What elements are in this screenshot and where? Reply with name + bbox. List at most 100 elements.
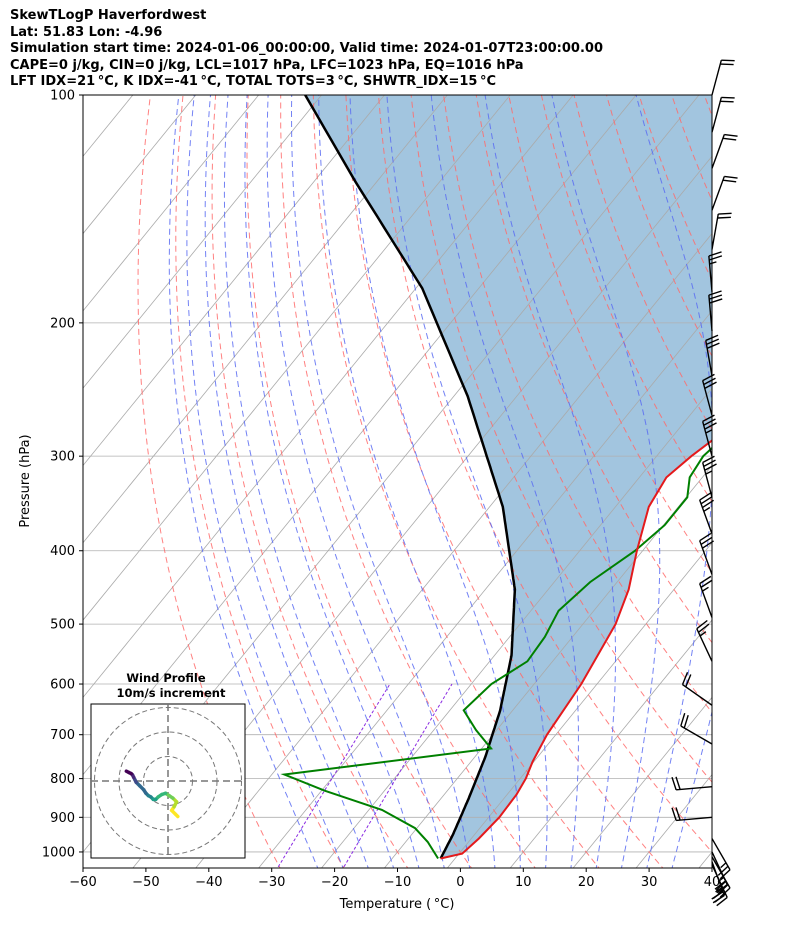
wind-barb-shaft — [699, 583, 713, 618]
dry-adiabat-line — [443, 95, 712, 714]
wind-barb-flag — [722, 179, 737, 183]
wind-barb-shaft — [676, 816, 713, 822]
wind-barb — [711, 851, 728, 894]
y-tick-label: 900 — [50, 811, 75, 826]
title-cape-line: CAPE=0 j/kg, CIN=0 j/kg, LCL=1017 hPa, L… — [10, 57, 524, 73]
y-tick-label: 400 — [50, 544, 75, 559]
wind-barb-flag — [675, 776, 681, 790]
wind-barb-flag — [708, 290, 722, 296]
isotherm-line — [83, 95, 260, 312]
hodograph-trace-segment — [124, 769, 131, 775]
x-tick-label: −40 — [195, 875, 222, 890]
wind-barb-flag — [719, 887, 731, 898]
wind-barb — [671, 807, 713, 822]
moist-adiabat-line — [386, 95, 548, 868]
mixing-ratio-line — [276, 683, 391, 868]
moist-adiabat-line — [266, 95, 445, 868]
wind-barb-half-flag — [699, 631, 707, 637]
wind-barb-flag — [724, 175, 738, 179]
wind-barb-flag — [704, 463, 717, 471]
dry-adiabat-line — [345, 95, 664, 868]
wind-barb-flag — [704, 422, 717, 430]
wind-barb-half-flag — [717, 876, 725, 883]
wind-barb-flag — [717, 216, 731, 219]
wind-barb-shaft — [699, 540, 713, 575]
hodograph-title-line2: 10m/s increment — [117, 686, 226, 700]
moist-adiabat-line — [635, 95, 712, 868]
isotherm-line — [572, 696, 712, 868]
wind-barb-flag — [671, 776, 677, 791]
x-tick-label: −60 — [69, 875, 96, 890]
wind-barb-flag — [699, 532, 712, 542]
wind-barb-flag — [705, 334, 719, 342]
wind-barb-flag — [717, 865, 729, 876]
wind-barb-flag — [680, 713, 686, 727]
dry-adiabat-line — [573, 95, 712, 431]
isotherm-line — [83, 95, 323, 389]
wind-barb-flag — [700, 579, 713, 588]
isotherm-line — [321, 387, 712, 868]
wind-barb-flag — [716, 884, 728, 894]
y-axis-label: Pressure (hPa) — [18, 434, 33, 527]
wind-barb — [711, 212, 732, 250]
x-tick-label: 10 — [515, 875, 532, 890]
wind-barb — [702, 414, 717, 457]
wind-barb-flag — [683, 715, 689, 729]
wind-barb-flag — [712, 894, 725, 904]
moist-adiabat-line — [551, 95, 661, 868]
wind-barb-shaft — [680, 725, 713, 745]
wind-barb-flag — [709, 298, 723, 304]
x-tick-label: 30 — [641, 875, 658, 890]
wind-barb-half-flag — [720, 862, 727, 869]
isotherm-line — [509, 619, 712, 868]
wind-barb — [699, 532, 714, 575]
wind-barb-shaft — [676, 786, 713, 791]
wind-barb-flag — [706, 338, 719, 346]
wind-barb-shaft — [711, 60, 722, 96]
wind-barb-half-flag — [705, 429, 713, 434]
y-tick-label: 200 — [50, 316, 75, 331]
wind-barb-flag — [700, 536, 713, 546]
wind-barb-flag — [724, 133, 738, 137]
dry-adiabat-line — [312, 95, 600, 868]
y-tick-label: 100 — [50, 89, 75, 104]
dry-adiabat-line — [737, 95, 794, 871]
moist-adiabat-line — [186, 95, 344, 868]
wind-barb-flag — [685, 674, 692, 688]
dry-adiabat-line — [475, 95, 712, 644]
wind-barb — [711, 133, 738, 169]
x-tick-label: 20 — [578, 875, 595, 890]
y-tick-label: 500 — [50, 618, 75, 633]
moist-adiabat-line — [223, 95, 395, 868]
wind-barb — [708, 251, 723, 292]
wind-barb — [702, 455, 717, 498]
wind-barb — [699, 492, 714, 535]
dry-adiabat-line — [280, 95, 536, 868]
wind-barb-flag — [703, 377, 716, 386]
wind-barb-flag — [702, 414, 715, 423]
dry-adiabat-line — [246, 95, 473, 868]
wind-barb-shaft — [711, 213, 719, 250]
moist-adiabat-line — [168, 95, 319, 868]
title-latlon: Lat: 51.83 Lon: -4.96 — [10, 24, 163, 40]
title-station: SkewTLogP Haverfordwest — [10, 8, 207, 23]
moist-adiabat-line — [484, 95, 616, 868]
dry-adiabat-line — [211, 95, 409, 868]
wind-barb — [696, 619, 713, 662]
moist-adiabat-line — [244, 95, 420, 868]
wind-barb-flag — [698, 623, 710, 633]
wind-barb-shaft — [699, 499, 713, 535]
isotherm-line — [258, 310, 712, 868]
moist-adiabat-line — [318, 95, 496, 868]
wind-barb-flag — [714, 880, 726, 890]
wind-barb-shaft — [711, 838, 731, 871]
hodograph-plot — [91, 704, 245, 858]
isotherm-line — [83, 95, 574, 698]
dry-adiabat-line — [175, 95, 345, 868]
y-tick-label: 800 — [50, 772, 75, 787]
wind-barb — [711, 838, 731, 880]
wind-barb — [680, 713, 713, 745]
moist-adiabat-line — [204, 95, 369, 868]
wind-barb-shaft — [711, 97, 722, 133]
